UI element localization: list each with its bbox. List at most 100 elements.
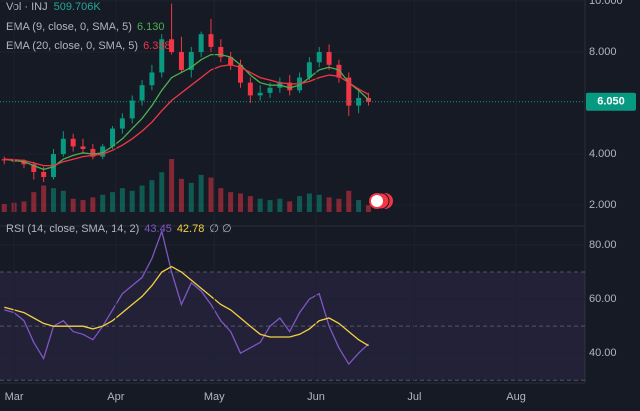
volume-bar	[208, 177, 214, 212]
legend-value: 42.78	[177, 223, 205, 235]
candle-body	[41, 171, 47, 178]
candle-body	[316, 52, 322, 63]
legend-value: ∅ ∅	[209, 223, 231, 235]
volume-bar	[267, 200, 273, 212]
volume-bar	[149, 180, 155, 212]
candle-body	[228, 57, 234, 65]
candle-body	[90, 148, 96, 157]
legend-label: RSI (14, close, SMA, 14, 2)	[6, 223, 139, 235]
candle-body	[267, 87, 273, 93]
event-flag	[369, 193, 385, 209]
candle-body	[178, 52, 184, 70]
candle-body	[237, 64, 243, 83]
legend-label: Vol · INJ	[6, 1, 48, 13]
candle-body	[336, 64, 342, 78]
candle-body	[365, 97, 371, 102]
volume-bar	[31, 192, 37, 212]
candle-body	[149, 72, 155, 86]
legend-value: 509.706K	[54, 1, 102, 13]
volume-bar	[41, 185, 47, 212]
candle-body	[257, 92, 263, 96]
candle-body	[346, 77, 352, 106]
legend-label: EMA (20, close, 0, SMA, 5)	[6, 40, 138, 52]
volume-bar	[365, 205, 371, 212]
flag-icons	[369, 192, 393, 210]
volume-bar	[237, 193, 243, 212]
candle-body	[198, 34, 204, 53]
candle-body	[159, 39, 165, 73]
candle-body	[247, 82, 253, 96]
volume-bar	[218, 188, 224, 212]
volume-bar	[297, 196, 303, 212]
candle-body	[60, 138, 66, 155]
volume-bar	[188, 182, 194, 212]
volume-bar	[287, 201, 293, 212]
candle-body	[306, 62, 312, 78]
volume-bar	[178, 178, 184, 212]
last-price-badge	[586, 92, 636, 111]
candle-body	[119, 118, 125, 129]
legend-label: EMA (9, close, 0, SMA, 5)	[6, 21, 132, 33]
volume-bar	[228, 192, 234, 212]
volume-bar	[336, 198, 342, 212]
x-tick-label: Mar	[5, 391, 24, 403]
volume-bar	[257, 198, 263, 212]
volume-bar	[169, 159, 175, 212]
volume-legend: Vol · INJ 509.706K	[6, 1, 101, 13]
y-tick-label: 4.000	[589, 148, 617, 160]
legend-value: 6.338	[143, 40, 171, 52]
volume-bar	[198, 174, 204, 212]
ema-line	[4, 53, 369, 171]
candle-body	[21, 161, 27, 165]
candle-body	[110, 128, 116, 147]
volume-bar	[50, 188, 56, 212]
volume-bar	[119, 188, 125, 212]
ema20-legend: EMA (20, close, 0, SMA, 5) 6.338	[6, 40, 171, 52]
candle-body	[70, 138, 76, 147]
candle-body	[80, 146, 86, 149]
legend-value: 43.45	[144, 223, 172, 235]
candle-body	[356, 97, 362, 106]
volume-bar	[326, 197, 332, 212]
rsi-line	[4, 265, 369, 347]
volume-bar	[1, 204, 7, 212]
legend-value: 6.130	[137, 21, 165, 33]
x-tick-label: Apr	[107, 391, 124, 403]
last-price-label: 6.050	[597, 96, 625, 108]
ema9-legend: EMA (9, close, 0, SMA, 5) 6.130	[6, 21, 164, 33]
volume-bar	[80, 200, 86, 212]
rsi-tick-label: 80.00	[589, 239, 617, 251]
volume-bar	[356, 200, 362, 212]
y-tick-label: 2.000	[589, 199, 617, 211]
ema-line	[4, 64, 369, 167]
rsi-pane	[0, 229, 585, 381]
volume-bar	[139, 185, 145, 212]
volume-bar	[60, 190, 66, 212]
candle-body	[139, 85, 145, 101]
x-tick-label: May	[204, 391, 225, 403]
y-tick-label: 8.000	[589, 46, 617, 58]
volume-bar	[110, 192, 116, 212]
x-tick-label: Aug	[506, 391, 526, 403]
x-tick-label: Jul	[407, 391, 421, 403]
volume-bar	[21, 201, 27, 212]
candle-body	[208, 34, 214, 47]
candle-body	[100, 146, 106, 157]
candle-body	[326, 52, 332, 65]
candle-body	[287, 82, 293, 91]
rsi-tick-label: 60.00	[589, 293, 617, 305]
candle-body	[129, 100, 135, 119]
candle-body	[188, 52, 194, 70]
y-tick-label: 10.000	[589, 0, 623, 7]
volume-bar	[306, 193, 312, 212]
volume-bar	[247, 196, 253, 212]
candle-body	[169, 39, 175, 53]
rsi-line	[4, 229, 369, 366]
rsi-tick-label: 40.00	[589, 347, 617, 359]
x-tick-label: Jun	[307, 391, 325, 403]
volume-bar	[316, 194, 322, 212]
volume-bar	[277, 198, 283, 212]
volume-bar	[159, 172, 165, 212]
volume-bar	[70, 198, 76, 212]
